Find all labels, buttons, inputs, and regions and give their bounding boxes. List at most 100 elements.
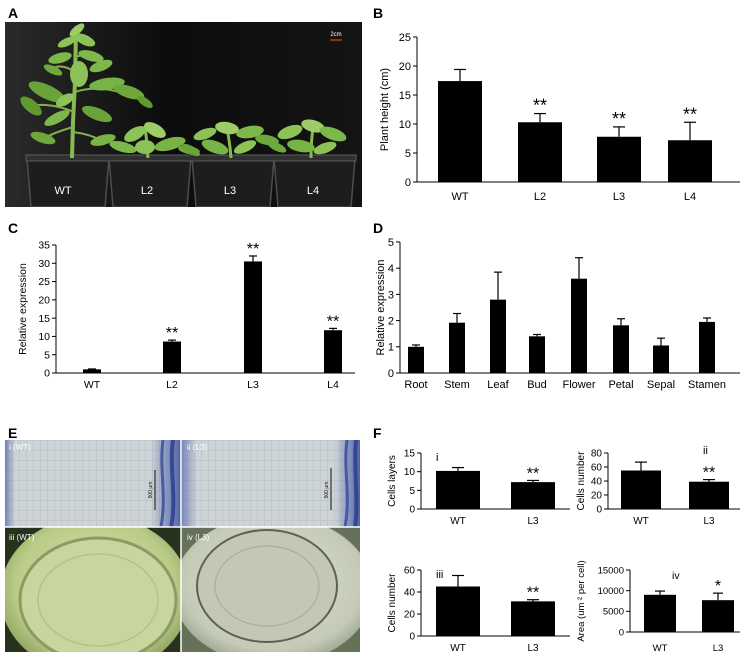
significance-marker: ** [527,465,539,482]
y-tick-label: 30 [38,258,50,270]
x-tick-label: L2 [166,379,178,391]
bar-l3 [689,481,729,509]
x-tick-label: L4 [684,191,696,203]
l4-plant [267,119,347,159]
y-tick-label: 10 [38,331,50,343]
plant-label-l2: L2 [141,185,153,197]
y-tick-label: 0 [388,368,394,380]
bar-l3 [511,601,555,636]
y-tick-label: 0 [619,627,624,638]
y-tick-label: 5 [409,486,415,497]
significance-marker: ** [166,325,178,342]
x-tick-label: L3 [613,191,625,203]
y-tick-label: 15000 [598,565,624,576]
y-tick-label: 0 [409,505,415,516]
y-axis-label: Plant height (cm) [379,68,391,151]
y-tick-label: 25 [399,32,411,44]
panel-label-f: F [373,425,382,441]
bar-l3 [597,136,641,182]
panel-label-d: D [373,220,383,236]
bar-l4 [324,330,342,373]
micrograph-label-i: i (WT) [9,443,31,452]
x-tick-label: WT [653,643,668,654]
chart-c: C 0 5 10 15 20 25 30 35 WT ** L2 ** L3 ** L4 Relative ex… [8,220,355,391]
x-tick-label: L3 [247,379,259,391]
wt-plant [20,23,153,159]
y-tick-label: 20 [399,61,411,73]
x-tick-label: WT [633,516,649,527]
y-tick-label: 15 [38,313,50,325]
panel-label-a: A [8,5,18,21]
bar-wt [436,586,480,636]
bar-l3 [244,261,262,373]
bar-stamen [699,321,715,373]
y-tick-label: 15 [404,449,416,460]
x-tick-label: WT [450,516,466,527]
bar-l4 [668,140,712,182]
chart-d: D 0 1 2 3 4 5 Root Stem Leaf Bud Flower Petal Sepal St… [373,220,740,391]
bar-l2 [518,122,562,182]
plant-label-l4: L4 [307,185,319,197]
chart-f-iii: 0 20 40 60 WT ** L3 Cells number iii [387,566,570,654]
bar-root [408,346,424,373]
x-tick-label: Leaf [487,379,509,391]
pots [25,154,357,207]
x-tick-label: WT [451,191,468,203]
y-tick-label: 2 [388,315,394,327]
plant-label-wt: WT [54,185,71,197]
y-tick-label: 60 [591,463,603,474]
subpanel-label: ii [703,445,708,457]
bar-flower [571,278,587,373]
plant-label-l3: L3 [224,185,236,197]
significance-marker: ** [247,241,259,258]
y-axis-label: Cells number [387,573,398,633]
x-tick-label: L4 [327,379,339,391]
significance-marker: ** [612,109,626,129]
bar-petal [613,325,629,373]
y-tick-label: 0 [44,368,50,380]
subpanel-label: i [436,452,438,464]
x-tick-label: Flower [562,379,595,391]
bar-wt [436,470,480,509]
y-tick-label: 10 [404,467,416,478]
x-tick-label: L3 [703,516,715,527]
chart-f-ii: 0 20 40 60 80 WT ** L3 Cells number ii [576,445,740,527]
panel-label-b: B [373,5,383,21]
y-axis-label: Area (um ² per cell) [576,560,587,641]
y-tick-label: 5 [405,148,411,160]
y-axis-label: Relative expression [375,260,387,356]
subpanel-label: iv [672,570,680,582]
y-tick-label: 5000 [603,607,624,618]
bar-wt [83,369,101,373]
y-axis-label: Cells layers [387,455,398,507]
significance-marker: ** [327,313,339,330]
significance-marker: * [715,578,721,595]
y-tick-label: 5 [44,349,50,361]
micrograph-label-ii: ii (L3) [187,443,207,452]
x-tick-label: L3 [527,516,539,527]
bar-l3 [702,600,734,632]
bar-sepal [653,345,669,373]
significance-marker: ** [527,585,539,602]
micrograph-iv [181,527,360,652]
y-tick-label: 10 [399,119,411,131]
scale-bar-label-e1: 500 μm [148,482,154,499]
x-tick-label: L3 [713,643,724,654]
micrograph-panel: 500 μm i (WT) 500 μm ii (L3) iii (WT) [5,440,360,652]
y-tick-label: 10000 [598,586,624,597]
y-tick-label: 0 [409,632,415,643]
micrograph-i: 500 μm i (WT) [5,440,181,528]
x-tick-label: Sepal [647,379,675,391]
x-tick-label: Stem [444,379,470,391]
bar-wt [438,81,482,182]
x-tick-label: Stamen [688,379,726,391]
panel-label-e: E [8,425,17,441]
plant-photo: WT L2 L3 L4 2cm [5,22,362,207]
y-tick-label: 60 [404,566,416,577]
y-tick-label: 40 [591,477,603,488]
bar-l3 [511,482,555,509]
significance-marker: ** [533,96,547,116]
y-tick-label: 20 [404,610,416,621]
x-tick-label: L2 [534,191,546,203]
